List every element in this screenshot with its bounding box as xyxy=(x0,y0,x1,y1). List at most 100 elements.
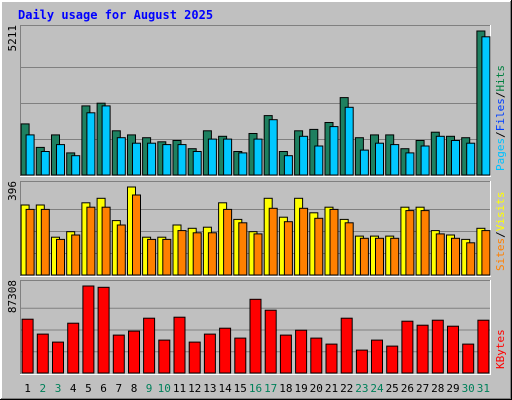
bar-files-day-21 xyxy=(329,126,339,176)
bar-files-day-14 xyxy=(223,138,233,176)
bar-kbytes-day-3 xyxy=(52,341,64,374)
bar-files-day-27 xyxy=(420,145,430,176)
panel-kbytes: 87308 KBytes xyxy=(6,280,507,375)
legend-separator: / xyxy=(494,92,507,99)
bar-files-day-26 xyxy=(405,152,415,176)
bar-files-day-1 xyxy=(25,134,35,176)
day-label-19: 19 xyxy=(294,382,307,395)
bar-files-day-25 xyxy=(390,144,400,176)
legend-separator: / xyxy=(494,231,507,238)
bar-kbytes-day-31 xyxy=(477,319,490,374)
day-label-31: 31 xyxy=(477,382,490,395)
bar-files-day-28 xyxy=(435,135,445,176)
bar-kbytes-day-20 xyxy=(310,337,323,374)
day-label-15: 15 xyxy=(234,382,247,395)
day-label-7: 7 xyxy=(115,382,122,395)
bar-kbytes-day-21 xyxy=(325,343,338,374)
bar-kbytes-day-12 xyxy=(188,341,201,374)
day-label-30: 30 xyxy=(462,382,475,395)
legend-visits-sites: Sites/Visits xyxy=(494,192,507,272)
day-label-11: 11 xyxy=(173,382,186,395)
bar-files-day-5 xyxy=(86,112,96,176)
bar-files-day-15 xyxy=(238,152,248,176)
bar-files-day-8 xyxy=(132,142,141,176)
bar-sites-day-2 xyxy=(40,208,50,276)
day-label-12: 12 xyxy=(188,382,201,395)
legend-kbytes: KBytes xyxy=(494,329,507,369)
bar-kbytes-day-9 xyxy=(143,317,156,374)
bar-sites-day-8 xyxy=(132,194,141,276)
bar-files-day-11 xyxy=(177,144,187,176)
day-label-6: 6 xyxy=(100,382,107,395)
bar-kbytes-day-25 xyxy=(386,345,399,374)
bar-kbytes-day-10 xyxy=(158,339,171,374)
legend-pages: Pages xyxy=(494,138,507,171)
bar-sites-day-13 xyxy=(207,232,217,276)
day-label-26: 26 xyxy=(401,382,414,395)
legend-files: Files xyxy=(494,98,507,131)
day-label-27: 27 xyxy=(416,382,429,395)
bar-sites-day-21 xyxy=(329,208,339,276)
bar-files-day-29 xyxy=(451,140,460,176)
day-label-2: 2 xyxy=(39,382,46,395)
day-label-16: 16 xyxy=(249,382,262,395)
legend-hits: Hits xyxy=(494,65,507,92)
bar-kbytes-day-15 xyxy=(234,337,247,374)
bar-files-day-12 xyxy=(192,151,202,176)
day-label-13: 13 xyxy=(203,382,216,395)
x-axis-day-labels: 1 2 3 4 5 6 7 8 9 10 11 12 13 14 15 16 17 18 19 20 21 22 23 24 2… xyxy=(24,382,490,395)
bar-kbytes-day-7 xyxy=(112,334,125,374)
bar-sites-day-7 xyxy=(116,224,126,276)
legend-visits: Visits xyxy=(494,192,507,232)
day-label-18: 18 xyxy=(279,382,292,395)
bar-sites-day-30 xyxy=(466,242,476,276)
bar-kbytes-day-13 xyxy=(203,333,216,374)
bar-files-day-13 xyxy=(207,138,217,176)
day-label-1: 1 xyxy=(24,382,31,395)
day-label-9: 9 xyxy=(146,382,153,395)
bar-files-day-10 xyxy=(162,144,172,176)
day-label-3: 3 xyxy=(55,382,62,395)
bar-sites-day-19 xyxy=(299,207,309,276)
bar-files-day-23 xyxy=(359,149,369,176)
bar-sites-day-14 xyxy=(223,208,233,276)
legend-sites: Sites xyxy=(494,238,507,271)
bar-sites-day-31 xyxy=(481,230,491,276)
bar-sites-day-9 xyxy=(147,238,157,276)
legend-hits-files: Pages/Files/Hits xyxy=(494,65,507,171)
day-label-5: 5 xyxy=(85,382,92,395)
day-label-22: 22 xyxy=(340,382,353,395)
day-label-25: 25 xyxy=(386,382,399,395)
bar-files-day-16 xyxy=(253,138,263,176)
panel-visits-sites: 396 Sites/Visits xyxy=(6,181,507,277)
bar-kbytes-day-8 xyxy=(128,330,140,374)
day-label-23: 23 xyxy=(355,382,368,395)
bar-files-day-18 xyxy=(283,155,293,176)
bar-files-day-9 xyxy=(147,142,157,176)
legend-separator: / xyxy=(494,131,507,138)
day-label-24: 24 xyxy=(370,382,384,395)
bar-sites-day-23 xyxy=(359,237,369,276)
bar-kbytes-day-19 xyxy=(295,329,308,374)
bar-sites-day-18 xyxy=(283,221,293,276)
bar-sites-day-10 xyxy=(162,238,172,276)
y-max-label-visits-sites: 396 xyxy=(6,181,19,201)
bar-files-day-4 xyxy=(71,155,81,176)
bar-kbytes-day-30 xyxy=(462,343,475,374)
bar-sites-day-12 xyxy=(192,232,202,276)
series-kbytes xyxy=(21,285,490,374)
bar-files-day-2 xyxy=(40,151,50,176)
y-max-label-hits-files: 5211 xyxy=(6,25,19,52)
bar-sites-day-6 xyxy=(101,206,111,276)
series-sites xyxy=(25,194,491,276)
legend-kbytes: KBytes xyxy=(494,329,507,369)
bar-files-day-3 xyxy=(56,144,65,176)
bar-sites-day-4 xyxy=(71,234,81,276)
day-label-29: 29 xyxy=(446,382,459,395)
bar-kbytes-day-29 xyxy=(447,325,459,374)
bar-kbytes-day-14 xyxy=(219,327,232,374)
bar-sites-day-24 xyxy=(375,237,384,276)
bar-sites-day-15 xyxy=(238,222,248,276)
bar-kbytes-day-17 xyxy=(264,309,277,374)
